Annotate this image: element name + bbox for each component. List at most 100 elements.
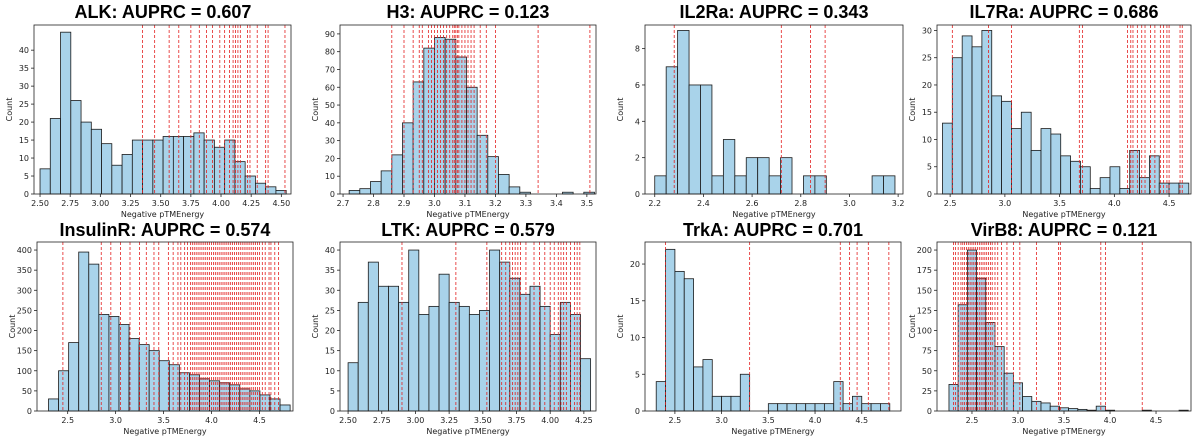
histogram-bar (871, 175, 884, 195)
histogram-bar (60, 31, 72, 195)
histogram-bar (183, 136, 195, 195)
histogram-bar (1139, 177, 1150, 195)
histogram-bar (721, 395, 732, 412)
y-axis-label: Count (616, 315, 625, 339)
histogram-bar (398, 301, 410, 412)
histogram-bar (128, 338, 140, 412)
y-tick-label: 5 (24, 172, 29, 181)
histogram-bar (711, 395, 723, 412)
histogram-bar (1003, 372, 1014, 412)
histogram-bar (786, 403, 797, 412)
histogram-bar (142, 139, 154, 195)
histogram-bar (279, 404, 291, 412)
histogram-bar (408, 249, 420, 412)
histogram-bar (529, 285, 541, 412)
histogram-bar (842, 403, 853, 412)
y-axis-label: Count (616, 98, 625, 122)
y-tick-label: 350 (17, 266, 32, 275)
histogram-bar (814, 403, 825, 412)
histogram-bar (265, 186, 277, 195)
histogram-bar (402, 122, 414, 195)
histogram-bar (700, 84, 713, 195)
histogram-bar (1030, 149, 1042, 195)
x-tick-label: 3.3 (520, 199, 533, 208)
y-tick-label: 90 (325, 30, 335, 39)
histogram-bar (121, 154, 133, 195)
x-axis-label: Negative pTMEnergy (731, 427, 815, 436)
histogram-bar (377, 285, 389, 412)
panel-insulinr: InsulinR: AUPRC = 0.574 2.5 3.0 3.5 4.0 4.5 0 5… (8, 220, 294, 436)
histogram-bar (108, 316, 120, 412)
y-tick-label: 25 (922, 54, 932, 63)
x-tick-label: 3.25 (122, 199, 140, 208)
x-tick-label: 4.0 (1104, 416, 1117, 425)
panel-il2ra: IL2Ra: AUPRC = 0.343 2.2 2.4 2.6 2.8 3.0 3.2 0 2… (616, 2, 904, 219)
histogram-bar (1012, 382, 1023, 412)
y-tick-label: 250 (17, 306, 32, 315)
histogram-bar (655, 381, 666, 412)
y-tick-label: 10 (922, 135, 932, 144)
histogram-bar (1020, 111, 1032, 195)
histogram-bar (833, 381, 844, 412)
histogram-bar (347, 362, 359, 412)
y-tick-label: 35 (19, 64, 29, 73)
x-tick-label: 4.00 (212, 199, 230, 208)
histogram-bar (111, 164, 123, 195)
histogram-bar (1058, 407, 1070, 412)
y-tick-label: 125 (917, 306, 932, 315)
histogram-bar (861, 403, 872, 412)
histogram-bar (693, 366, 704, 412)
histogram-bar (1001, 100, 1012, 195)
x-tick-label: 3.5 (580, 199, 593, 208)
x-tick-label: 3.75 (508, 416, 526, 425)
y-tick-label: 15 (19, 136, 29, 145)
x-tick-label: 3.2 (892, 199, 905, 208)
histogram-bar (814, 175, 827, 195)
plot-frame (936, 24, 1192, 195)
x-tick-label: 3.0 (715, 416, 728, 425)
y-tick-label: 40 (19, 46, 29, 55)
x-tick-label: 3.0 (428, 199, 441, 208)
histogram-bar (803, 175, 816, 195)
x-tick-label: 4.25 (575, 416, 593, 425)
histogram-bar (388, 285, 400, 412)
y-tick-label: 10 (325, 367, 335, 376)
panel-il7ra: IL7Ra: AUPRC = 0.686 2.5 3.0 3.5 4.0 4.5 0 5 10 1… (908, 2, 1192, 219)
plot-frame (644, 24, 904, 195)
histogram-bar (39, 168, 51, 195)
histogram-bar (795, 403, 807, 412)
histogram-bar (971, 46, 983, 195)
y-tick-label: 10 (630, 334, 640, 343)
x-tick-label: 3.5 (1053, 199, 1066, 208)
y-tick-label: 0 (635, 190, 640, 199)
histogram-bar (199, 378, 210, 412)
x-axis-label: Negative pTMEnergy (123, 427, 207, 436)
histogram-bar (370, 181, 382, 195)
x-tick-label: 3.5 (157, 416, 170, 425)
x-tick-label: 2.50 (339, 416, 357, 425)
y-axis-label: Count (908, 98, 917, 122)
x-tick-label: 2.75 (61, 199, 79, 208)
histogram-bar (499, 261, 511, 412)
panel-title: InsulinR: AUPRC = 0.574 (60, 220, 271, 240)
histogram-bar (348, 190, 361, 195)
x-tick-label: 2.7 (337, 199, 350, 208)
panel-alk: ALK: AUPRC = 0.607 2.50 2.75 3.00 3.25 3.50 3.… (5, 2, 292, 219)
panel-trka: TrkA: AUPRC = 0.701 2.5 3.0 3.5 4.0 4.5 0 5 10 15… (616, 220, 902, 436)
histogram-bar (559, 301, 571, 412)
histogram-bar (90, 128, 102, 195)
x-tick-label: 3.2 (489, 199, 502, 208)
histogram-bar (734, 175, 747, 195)
histogram-bar (1040, 402, 1051, 412)
y-tick-label: 30 (19, 82, 29, 91)
y-tick-label: 200 (17, 327, 32, 336)
x-tick-label: 2.8 (794, 199, 807, 208)
x-axis-label: Negative pTMEnergy (1022, 427, 1106, 436)
histogram-bar (768, 175, 781, 195)
x-tick-label: 2.5 (669, 416, 682, 425)
histogram-bar (138, 344, 150, 412)
x-tick-label: 3.5 (1058, 416, 1071, 425)
histogram-bar (880, 403, 891, 412)
x-tick-label: 3.75 (182, 199, 200, 208)
